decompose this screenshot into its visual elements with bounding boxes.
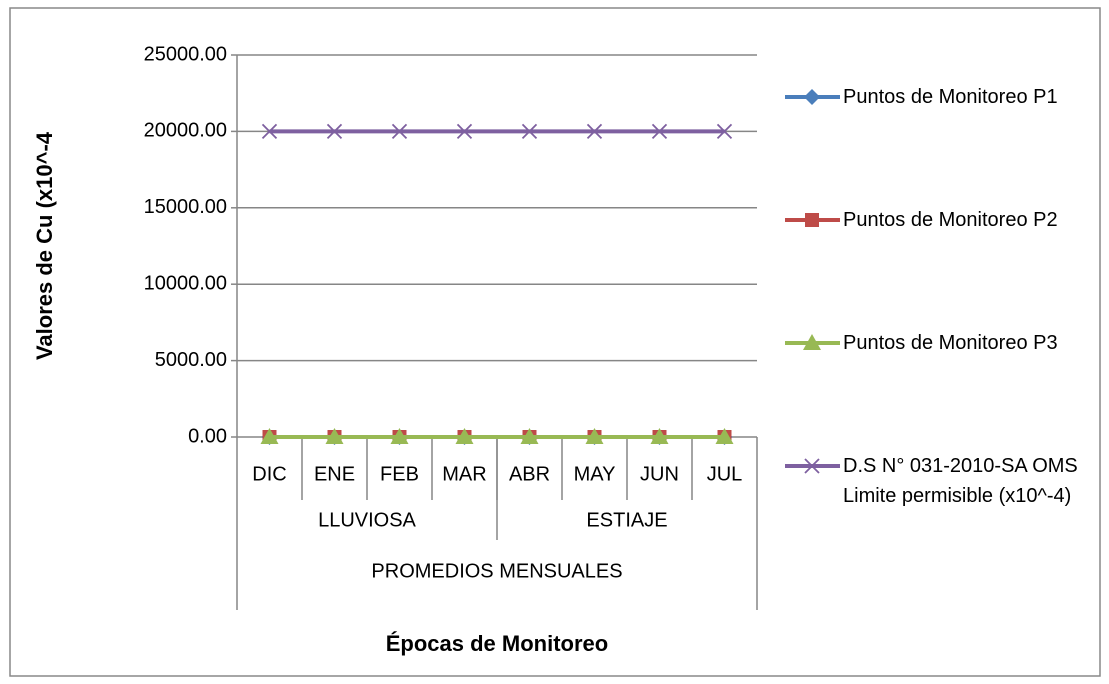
marker bbox=[455, 428, 474, 444]
marker bbox=[650, 428, 669, 444]
legend-label: D.S N° 031-2010-SA OMS Limite permisible… bbox=[843, 455, 1078, 507]
marker bbox=[520, 428, 539, 444]
marker bbox=[651, 123, 668, 140]
marker bbox=[804, 89, 820, 105]
group-label: ESTIAJE bbox=[586, 509, 667, 531]
legend-item: D.S N° 031-2010-SA OMS Limite permisible… bbox=[843, 455, 1078, 507]
marker bbox=[326, 123, 343, 140]
x-tick-label: JUL bbox=[707, 463, 743, 485]
chart-frame bbox=[9, 7, 1101, 677]
marker bbox=[586, 123, 603, 140]
x-tick-label: MAY bbox=[574, 463, 616, 485]
y-tick-label: 25000.00 bbox=[144, 43, 227, 65]
x-tick-label: JUN bbox=[640, 463, 679, 485]
marker bbox=[803, 334, 821, 350]
marker bbox=[715, 428, 734, 444]
group-label: LLUVIOSA bbox=[318, 509, 416, 531]
legend-item: Puntos de Monitoreo P1 bbox=[843, 86, 1058, 108]
legend-label: Puntos de Monitoreo P2 bbox=[843, 209, 1058, 231]
y-tick-label: 10000.00 bbox=[144, 272, 227, 294]
marker bbox=[325, 428, 344, 444]
x-axis-title: Épocas de Monitoreo bbox=[386, 631, 608, 656]
y-tick-label: 20000.00 bbox=[144, 120, 227, 142]
y-tick-label: 15000.00 bbox=[144, 196, 227, 218]
y-axis-title: Valores de Cu (x10^-4 bbox=[32, 131, 57, 360]
y-tick-label: 0.00 bbox=[188, 425, 227, 447]
marker bbox=[391, 123, 408, 140]
x-tick-label: FEB bbox=[380, 463, 419, 485]
x-tick-label: ABR bbox=[509, 463, 550, 485]
marker bbox=[585, 428, 604, 444]
super-label: PROMEDIOS MENSUALES bbox=[371, 560, 622, 582]
y-tick-label: 5000.00 bbox=[155, 349, 227, 371]
legend-item: Puntos de Monitoreo P2 bbox=[843, 209, 1058, 231]
marker bbox=[805, 213, 819, 227]
legend-label: Puntos de Monitoreo P3 bbox=[843, 332, 1058, 354]
x-tick-label: DIC bbox=[252, 463, 286, 485]
marker bbox=[261, 123, 278, 140]
legend-item: Puntos de Monitoreo P3 bbox=[843, 332, 1058, 354]
marker bbox=[260, 428, 279, 444]
marker bbox=[804, 458, 820, 474]
marker bbox=[716, 123, 733, 140]
marker bbox=[390, 428, 409, 444]
legend-label: Puntos de Monitoreo P1 bbox=[843, 86, 1058, 108]
x-tick-label: ENE bbox=[314, 463, 355, 485]
marker bbox=[521, 123, 538, 140]
x-tick-label: MAR bbox=[442, 463, 486, 485]
marker bbox=[456, 123, 473, 140]
